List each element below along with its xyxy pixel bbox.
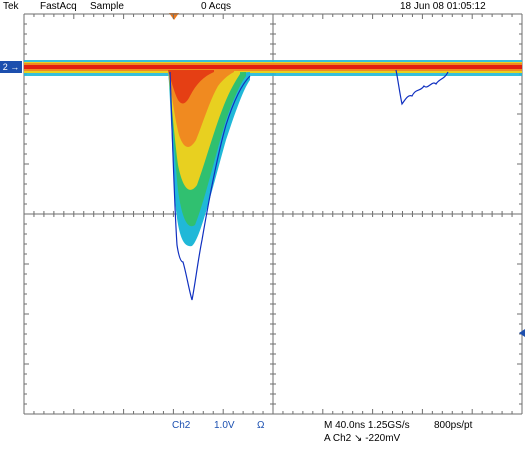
graticule <box>23 13 523 415</box>
trigger-slope-icon: ↘ <box>354 433 363 444</box>
acquisition-mode-label: FastAcq <box>40 1 77 12</box>
glitch-outline-trace <box>395 69 449 106</box>
channel-readout[interactable]: Ch2 <box>172 420 191 431</box>
pulse-outline-trace <box>169 71 251 301</box>
resolution-readout: 800ps/pt <box>434 420 473 431</box>
coupling-ohm-icon: Ω <box>257 420 265 431</box>
timebase-readout[interactable]: M 40.0ns 1.25GS/s <box>324 420 410 431</box>
trigger-level-readout: -220mV <box>365 433 401 444</box>
pulse-hot <box>168 70 214 104</box>
brand-label: Tek <box>3 1 19 12</box>
trigger-position-marker[interactable] <box>169 13 179 20</box>
channel-2-marker[interactable]: 2 → <box>0 61 22 73</box>
channel-marker-arrow-icon: → <box>10 62 20 72</box>
waveform-trace <box>24 60 522 301</box>
trigger-source-label: A Ch2 <box>324 433 352 444</box>
acquisition-count: 0 Acqs <box>201 1 232 12</box>
channel-marker-label: 2 <box>2 62 8 72</box>
trigger-level-marker[interactable] <box>519 329 525 337</box>
date-time-readout: 18 Jun 08 01:05:12 <box>400 1 486 12</box>
trigger-readout[interactable]: A Ch2 ↘ -220mV <box>324 433 400 445</box>
sample-mode-label: Sample <box>90 1 124 12</box>
volts-per-div-readout[interactable]: 1.0V <box>214 420 235 431</box>
baseline-band-hot <box>24 65 522 69</box>
